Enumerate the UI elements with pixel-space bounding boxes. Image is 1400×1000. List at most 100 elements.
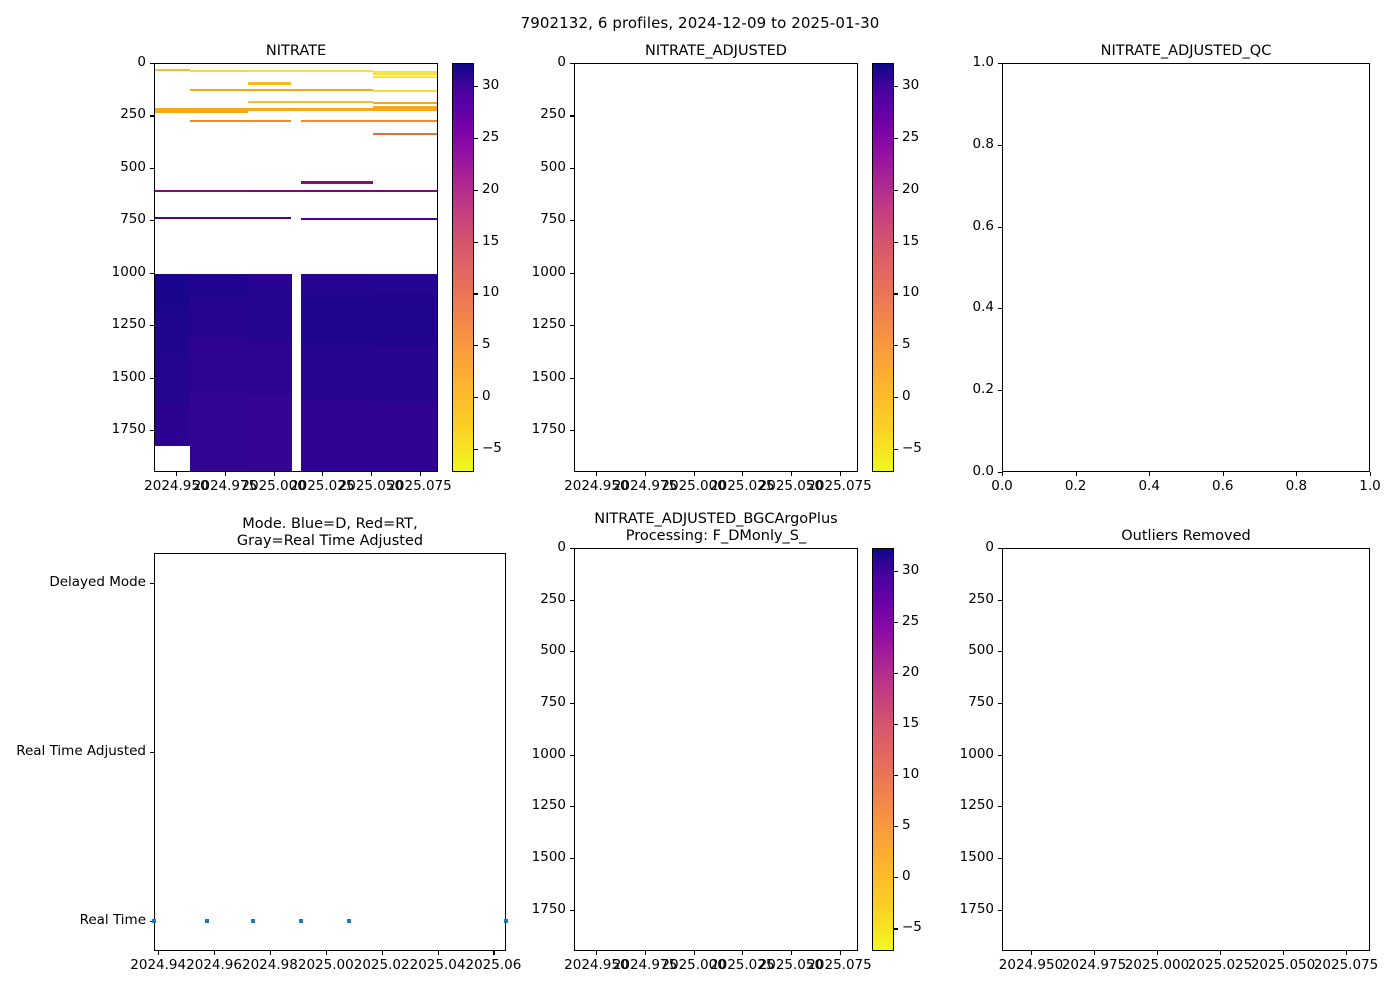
colorbar-ticklabel: −5 (902, 440, 922, 457)
axes-mode[interactable] (154, 553, 506, 951)
x-tickmark (790, 472, 792, 476)
y-ticklabel: 0 (985, 539, 994, 555)
mesh-segment (248, 190, 437, 193)
mode-data-point (251, 918, 256, 923)
x-ticklabel: 0.2 (1064, 478, 1087, 494)
colorbar-ticklabel: 15 (902, 714, 920, 731)
y-tickmark (998, 144, 1002, 146)
mesh-segment (248, 82, 292, 85)
colorbar-tickmark (894, 621, 898, 623)
x-ticklabel: 2024.94 (130, 957, 187, 973)
mode-data-point (205, 918, 210, 923)
axes-title-bgcargoplus-line2: Processing: F_DMonly_S_ (625, 528, 807, 544)
colorbar-tickmark (894, 826, 898, 828)
mesh-cell (190, 336, 249, 392)
colorbar-tickmark (894, 672, 898, 674)
y-ticklabel: 250 (540, 590, 566, 607)
y-tickmark (998, 858, 1002, 860)
mesh-segment (372, 75, 437, 78)
mesh-segment (372, 71, 437, 74)
axes-bgcargoplus[interactable] (574, 548, 858, 951)
y-ticklabel: 250 (120, 106, 146, 123)
x-ticklabel: 2025.025 (710, 957, 775, 973)
x-ticklabel: 2024.975 (192, 478, 258, 494)
mesh-cell (372, 403, 437, 471)
colorbar-ticklabel: 10 (902, 766, 920, 783)
y-ticklabel: 500 (540, 158, 566, 175)
y-tickmark (570, 858, 574, 860)
axes-nitrate[interactable] (154, 63, 438, 472)
y-tickmark (998, 909, 1002, 911)
axes-outliers-removed[interactable] (1002, 548, 1370, 951)
mesh-cell (248, 395, 292, 471)
y-tickmark (150, 115, 154, 117)
colorbar-ticklabel: 10 (902, 284, 920, 301)
x-ticklabel: 2024.950 (144, 478, 209, 494)
y-ticklabel: 500 (540, 642, 566, 659)
x-tickmark (839, 951, 841, 955)
colorbar-ticklabel: 20 (902, 663, 920, 680)
y-ticklabel: 1250 (111, 316, 146, 333)
colorbar-tickmark (474, 241, 478, 243)
x-tickmark (693, 472, 695, 476)
colorbar-nitrate-adjusted (872, 63, 894, 472)
mesh-segment (155, 108, 437, 111)
y-ticklabel: 0.2 (972, 381, 994, 398)
x-tickmark (273, 472, 275, 476)
y-ticklabel: 1500 (959, 849, 994, 865)
x-tickmark (1346, 951, 1348, 955)
colorbar-tickmark (474, 137, 478, 139)
colorbar-ticklabel: 20 (902, 180, 920, 197)
x-tickmark (1220, 951, 1222, 955)
x-tickmark (1075, 472, 1077, 476)
x-ticklabel: 2025.04 (409, 957, 466, 973)
y-tickmark (998, 308, 1002, 310)
y-tickmark (570, 703, 574, 705)
y-ticklabel: 0.8 (972, 135, 994, 152)
axes-title-outliers-removed: Outliers Removed (1121, 528, 1251, 544)
y-ticklabel: Real Time Adjusted (16, 743, 146, 759)
x-tickmark (1002, 472, 1004, 476)
mode-data-point (152, 918, 156, 923)
mesh-segment (300, 120, 437, 123)
x-tickmark (645, 472, 647, 476)
colorbar-ticklabel: 25 (902, 612, 920, 629)
colorbar-bgcargoplus (872, 548, 894, 951)
x-tickmark (1370, 472, 1372, 476)
y-ticklabel: 0 (557, 54, 566, 70)
axes-title-bgcargoplus-line1: NITRATE_ADJUSTED_BGCArgoPlus (594, 511, 838, 527)
y-tickmark (150, 583, 154, 585)
x-ticklabel: 2025.025 (1187, 957, 1253, 973)
x-ticklabel: 2025.000 (661, 957, 726, 973)
axes-nitrate-adjusted[interactable] (574, 63, 858, 472)
x-tickmark (645, 951, 647, 955)
colorbar-ticklabel: 30 (482, 76, 500, 93)
colorbar-tickmark (474, 85, 478, 87)
mesh-segment (190, 119, 292, 122)
y-ticklabel: 750 (540, 211, 566, 228)
y-tickmark (570, 63, 574, 65)
y-tickmark (570, 909, 574, 911)
mesh-cell (372, 292, 437, 346)
x-tickmark (1030, 951, 1033, 955)
y-tickmark (150, 377, 154, 379)
y-ticklabel: 1000 (111, 263, 146, 280)
axes-nitrate-adjusted-qc[interactable] (1002, 63, 1370, 472)
colorbar-tickmark (474, 397, 478, 399)
x-ticklabel: 2025.075 (807, 478, 872, 494)
colorbar-ticklabel: 0 (902, 868, 911, 885)
y-tickmark (570, 115, 574, 117)
x-tickmark (493, 951, 495, 955)
mesh-cell (155, 311, 191, 359)
x-ticklabel: 2025.050 (1250, 957, 1316, 973)
x-ticklabel: 0.0 (991, 478, 1013, 494)
x-tickmark (176, 472, 178, 476)
y-tickmark (570, 167, 574, 169)
y-ticklabel: 1750 (959, 900, 994, 917)
mesh-segment (155, 111, 249, 114)
y-tickmark (570, 430, 574, 432)
colorbar-ticklabel: 25 (482, 128, 500, 145)
y-tickmark (570, 548, 574, 550)
y-tickmark (150, 430, 154, 432)
x-tickmark (596, 472, 598, 476)
